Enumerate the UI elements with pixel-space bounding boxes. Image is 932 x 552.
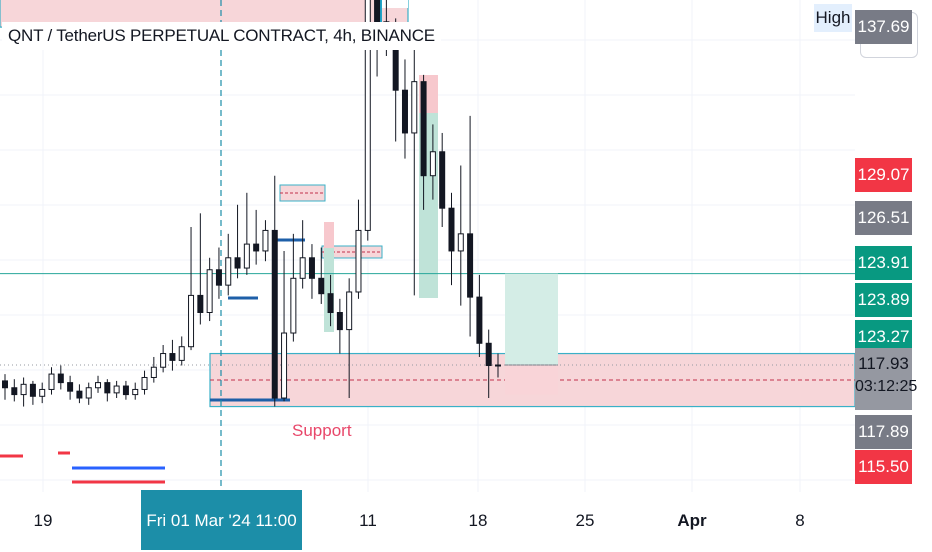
supply-top-gap: [380, 0, 408, 8]
candle-body: [11, 387, 18, 396]
candle-body: [457, 233, 464, 252]
candle-body: [197, 294, 204, 314]
price-label: 137.69: [855, 10, 912, 45]
candle-body: [299, 257, 306, 279]
countdown-timer: 03:12:25: [855, 378, 918, 395]
candle-body: [420, 81, 427, 177]
candle-body: [336, 312, 343, 331]
candle-body: [57, 373, 64, 384]
candle-body: [327, 293, 334, 314]
candle-body: [2, 380, 8, 389]
candle-body: [160, 353, 167, 368]
time-tick-label: 11: [359, 511, 377, 530]
candle-body: [67, 382, 74, 392]
candle-body: [429, 151, 436, 177]
candle-body: [29, 383, 36, 397]
price-label: 123.91: [855, 245, 912, 280]
candle-body: [48, 373, 55, 390]
candle-body: [20, 383, 27, 396]
plot-area: [0, 0, 855, 492]
candle-body: [188, 294, 195, 348]
candle-body: [85, 387, 92, 399]
candle-body: [318, 277, 325, 295]
high-badge[interactable]: High: [814, 4, 852, 32]
price-label: 115.50: [855, 450, 912, 484]
crosshair-time-label: Fri 01 Mar '24 11:00: [141, 490, 302, 550]
candle-body: [485, 342, 492, 367]
candle-body: [439, 151, 446, 209]
candle-body: [122, 385, 129, 396]
candle-body: [467, 233, 474, 298]
candle-body: [95, 382, 102, 389]
candle-body: [141, 376, 148, 390]
candle-body: [243, 243, 250, 269]
candle-body: [346, 291, 353, 331]
candle-body: [411, 81, 418, 134]
candle-body: [39, 388, 46, 397]
candle-body: [308, 257, 315, 279]
candle-body: [132, 388, 139, 396]
candle-body: [290, 277, 297, 334]
candle-body: [281, 332, 288, 399]
price-label: 117.89: [855, 415, 912, 449]
time-tick-label: 18: [468, 511, 488, 530]
candle-body: [476, 296, 483, 344]
candle-body: [253, 243, 260, 252]
support-label: Support: [292, 421, 352, 440]
candle-body: [234, 257, 241, 269]
symbol-title: QNT / TetherUS PERPETUAL CONTRACT, 4h, B…: [2, 22, 441, 50]
candle-body: [364, 0, 371, 231]
candle-body: [104, 382, 111, 394]
price-label: 123.89: [855, 282, 912, 317]
candle-body: [178, 346, 185, 361]
position-profit-zone: [505, 273, 558, 365]
time-tick-label: Apr: [677, 511, 707, 530]
candle-body: [448, 207, 455, 252]
fvg-green-2: [324, 222, 334, 332]
price-label: 126.51: [855, 201, 912, 236]
candle-body: [169, 353, 176, 361]
candle-body: [76, 390, 83, 399]
candle-body: [225, 257, 232, 286]
candle-body: [215, 269, 222, 286]
position-loss-zone: [505, 365, 558, 395]
candle-body: [113, 385, 120, 394]
candle-body: [271, 229, 278, 399]
time-tick-label: 19: [33, 511, 53, 530]
time-tick-label: 25: [575, 511, 595, 530]
candle-body: [374, 0, 381, 23]
candle-body: [355, 229, 362, 293]
last-price-value: 117.93: [858, 354, 909, 373]
candle-body: [262, 229, 269, 252]
price-label: 129.07: [855, 157, 912, 192]
candle-body: [206, 269, 213, 314]
candle-body: [401, 89, 408, 134]
candle-body: [495, 364, 501, 367]
candle-body: [150, 366, 157, 378]
last-price-tag: 117.93 03:12:25: [855, 348, 918, 410]
fvg-red-2: [324, 222, 334, 248]
time-tick-label: 8: [795, 511, 805, 530]
